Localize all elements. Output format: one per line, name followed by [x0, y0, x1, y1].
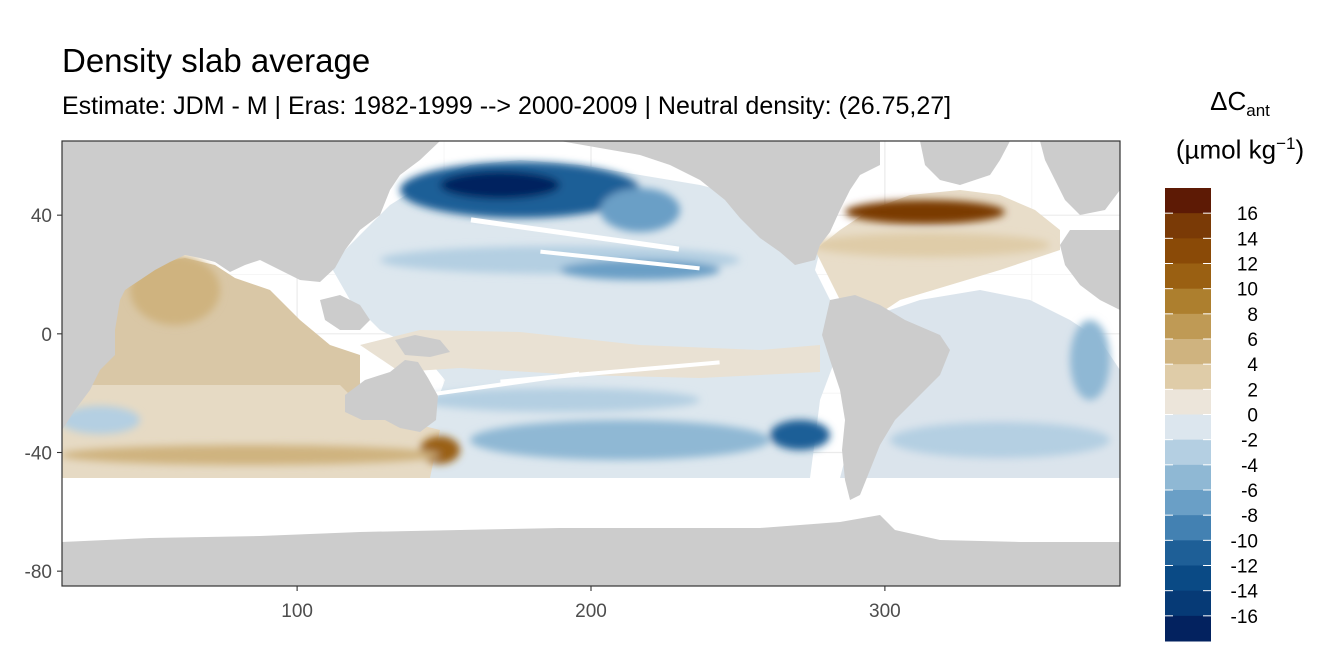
- map-panel: [62, 141, 1120, 586]
- legend-label: -12: [1231, 557, 1258, 578]
- land-antarctica: [62, 515, 1120, 586]
- legend-label: -14: [1231, 582, 1259, 603]
- chart-subtitle: Estimate: JDM - M | Eras: 1982-1999 --> …: [62, 92, 952, 120]
- legend-label: -8: [1241, 506, 1258, 527]
- land-maritime-continent: [320, 295, 370, 330]
- legend-color-bin: [1165, 288, 1211, 315]
- legend-color-bin: [1165, 263, 1211, 290]
- legend-label: 14: [1237, 229, 1259, 250]
- legend: 16 14 12 10 8 6 4 2 0 -2 -4 -6 -8 -10 -12 -14 -16: [1165, 188, 1258, 642]
- x-axis: 100 200 300: [281, 586, 901, 622]
- streak: [540, 249, 700, 271]
- legend-color-bin: [1165, 364, 1211, 390]
- north-atlantic-band: [810, 233, 1050, 257]
- streak: [470, 217, 680, 252]
- legend-label: -2: [1241, 431, 1258, 452]
- legend-label: -10: [1231, 531, 1258, 552]
- south-pacific-band: [420, 388, 700, 412]
- land-north-africa: [1060, 230, 1120, 310]
- legend-color-bin: [1165, 615, 1211, 642]
- legend-color-bin: [1165, 389, 1211, 415]
- legend-color-bin: [1165, 313, 1211, 340]
- tasman-anomaly: [420, 436, 460, 464]
- ocean-field: [62, 160, 1120, 478]
- y-tick-label: 40: [31, 206, 52, 227]
- y-tick-label: -80: [25, 562, 52, 583]
- y-tick-label: 0: [41, 325, 52, 346]
- no-data-streaks: [430, 217, 720, 397]
- legend-color-bin: [1165, 565, 1211, 592]
- streak: [430, 371, 580, 397]
- x-tick-label: 300: [869, 601, 901, 622]
- south-pacific-east-anomaly: [770, 420, 830, 450]
- legend-color-bin: [1165, 540, 1211, 566]
- legend-label: -6: [1241, 481, 1258, 502]
- legend-color-bin: [1165, 188, 1211, 214]
- legend-color-bin: [1165, 339, 1211, 365]
- indian-west-anomaly: [62, 406, 140, 434]
- legend-label: 0: [1247, 406, 1258, 427]
- arabian-sea-anomaly: [130, 255, 220, 325]
- kuroshio-core: [440, 171, 560, 199]
- x-tick-label: 200: [575, 601, 607, 622]
- ocean-equatorial-band: [360, 330, 820, 378]
- anomaly-blobs: [62, 162, 1110, 465]
- legend-label: 4: [1247, 355, 1258, 376]
- legend-unit: (µmol kg−1): [1175, 134, 1305, 165]
- north-pacific-anomaly: [600, 188, 680, 232]
- legend-label: 8: [1247, 305, 1258, 326]
- x-tick-label: 100: [281, 601, 313, 622]
- land-australia: [345, 360, 438, 432]
- legend-label: 10: [1237, 280, 1258, 301]
- legend-color-bin: [1165, 515, 1211, 541]
- y-tick-label: -40: [25, 444, 52, 465]
- legend-color-bin: [1165, 464, 1211, 491]
- land-new-guinea: [395, 335, 450, 357]
- legend-color-bin: [1165, 414, 1211, 441]
- legend-color-bin: [1165, 238, 1211, 264]
- legend-label: -16: [1231, 607, 1258, 628]
- legend-label: -4: [1241, 456, 1258, 477]
- south-pacific-anomaly: [470, 420, 770, 460]
- atlantic-east-anomaly: [1070, 320, 1110, 400]
- legend-color-bin: [1165, 213, 1211, 239]
- y-axis: 40 0 -40 -80: [25, 206, 62, 583]
- legend-title: ΔCant: [1210, 86, 1270, 121]
- land-eurasia-africa: [62, 141, 440, 430]
- land-greenland: [920, 141, 1010, 185]
- south-indian-band: [62, 445, 440, 465]
- chart-title: Density slab average: [62, 42, 371, 79]
- legend-label: 12: [1237, 255, 1258, 276]
- legend-label: 6: [1247, 330, 1258, 351]
- legend-color-bin: [1165, 439, 1211, 466]
- legend-label: 16: [1237, 204, 1258, 225]
- land-north-america: [560, 141, 880, 265]
- land-europe: [1040, 141, 1120, 215]
- land: [62, 141, 1120, 586]
- legend-color-bin: [1165, 490, 1211, 516]
- land-south-america: [822, 295, 950, 500]
- north-atlantic-anomaly: [845, 200, 1005, 224]
- south-atlantic-anomaly: [890, 422, 1110, 458]
- legend-color-bin: [1165, 590, 1211, 617]
- legend-label: 2: [1247, 380, 1258, 401]
